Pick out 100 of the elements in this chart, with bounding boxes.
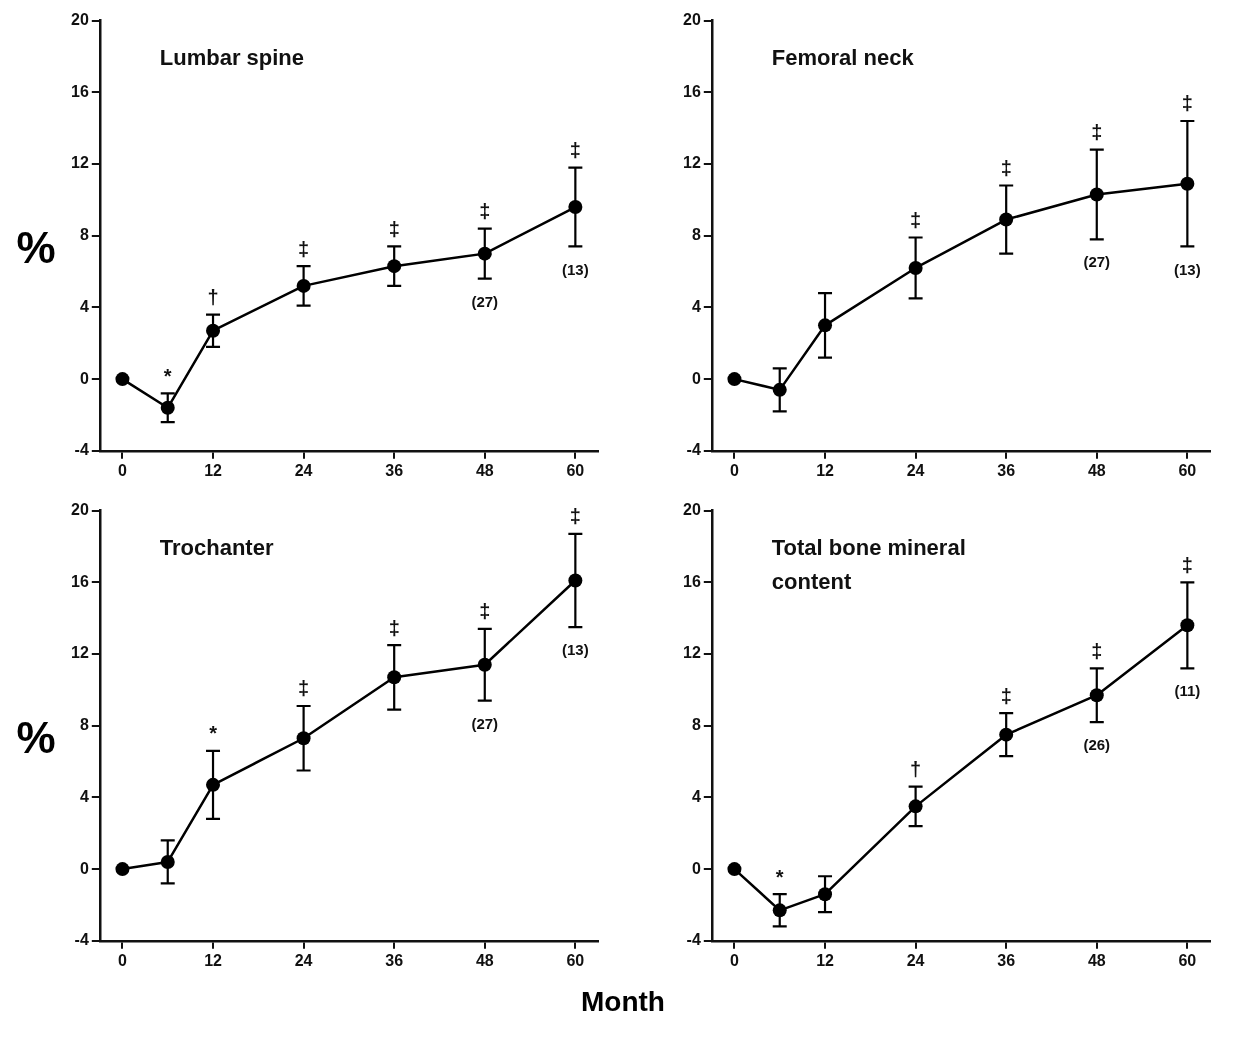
x-tick-label: 48: [475, 461, 494, 479]
x-tick-label: 12: [816, 461, 835, 479]
annotation: *: [163, 364, 172, 387]
x-tick-label: 48: [475, 951, 494, 969]
annotation: ‡: [388, 217, 400, 240]
y-tick-label: 4: [79, 297, 89, 315]
point: [206, 323, 221, 338]
point: [727, 372, 742, 387]
x-tick-label: 60: [1178, 951, 1197, 969]
y-tick-label: 4: [691, 787, 701, 805]
annotation: ‡: [910, 209, 922, 232]
annotation: (13): [562, 260, 589, 278]
y-tick-label: 12: [683, 154, 701, 172]
point: [1089, 187, 1104, 202]
x-tick-label: 48: [1087, 951, 1106, 969]
annotation: ‡: [1000, 684, 1012, 707]
x-tick-label: 36: [997, 951, 1016, 969]
point: [296, 731, 311, 746]
x-tick-label: 48: [1087, 461, 1106, 479]
annotation: (11): [1174, 682, 1201, 700]
annotation: ‡: [298, 237, 310, 260]
y-tick-label: 20: [71, 11, 89, 29]
annotation: †: [207, 286, 219, 309]
x-tick-label: 24: [294, 461, 313, 479]
x-axis-title: Month: [580, 986, 666, 1018]
annotation: (27): [471, 714, 499, 732]
point: [818, 887, 833, 902]
annotation: ‡: [569, 505, 581, 528]
text: Lumbar spine: [159, 44, 305, 70]
y-tick-label: 20: [683, 11, 701, 29]
annotation: †: [910, 758, 922, 781]
y-tick-label: 12: [683, 644, 701, 662]
point: [160, 400, 175, 415]
annotation: *: [775, 865, 784, 888]
annotation: (27): [471, 292, 499, 310]
x-tick-label: 36: [385, 461, 404, 479]
y-tick-label: 16: [683, 572, 701, 590]
annotation: ‡: [1181, 92, 1193, 115]
annotation: (13): [1174, 260, 1201, 278]
annotation: ‡: [569, 139, 581, 162]
point: [206, 777, 221, 792]
annotation: ‡: [1000, 157, 1012, 180]
y-tick-label: 8: [691, 716, 701, 734]
y-tick-label: -4: [686, 931, 701, 949]
y-tick-label: 8: [691, 226, 701, 244]
y-tick-label: 12: [71, 644, 89, 662]
y-axis-title: %: [15, 223, 57, 273]
x-tick-label: 60: [566, 461, 585, 479]
y-axis-title: %: [15, 713, 57, 763]
point: [999, 212, 1014, 227]
annotation: ‡: [479, 600, 491, 623]
point: [772, 903, 787, 918]
y-tick-label: 4: [79, 787, 89, 805]
annotation: ‡: [1181, 553, 1193, 576]
y-tick-label: -4: [74, 931, 89, 949]
x-tick-label: 60: [1178, 461, 1197, 479]
y-tick-label: 8: [79, 226, 89, 244]
y-tick-label: 0: [691, 859, 701, 877]
point: [727, 862, 742, 877]
point: [115, 862, 130, 877]
y-tick-label: 12: [71, 154, 89, 172]
annotation: ‡: [298, 677, 310, 700]
y-tick-label: 0: [79, 859, 89, 877]
annotation: (26): [1083, 736, 1111, 754]
y-tick-label: 16: [71, 572, 89, 590]
point: [1089, 688, 1104, 703]
y-tick-label: 20: [71, 501, 89, 519]
y-tick-label: -4: [74, 441, 89, 459]
point: [387, 670, 402, 685]
x-tick-label: 0: [117, 951, 127, 969]
annotation: (27): [1083, 253, 1111, 271]
y-tick-label: 20: [683, 501, 701, 519]
point: [908, 799, 923, 814]
x-tick-label: 36: [997, 461, 1016, 479]
annotation: ‡: [479, 200, 491, 223]
x-tick-label: 24: [294, 951, 313, 969]
point: [160, 854, 175, 869]
x-tick-label: 12: [204, 951, 223, 969]
y-tick-label: 4: [691, 297, 701, 315]
x-tick-label: 60: [566, 951, 585, 969]
x-tick-label: 36: [385, 951, 404, 969]
point: [477, 246, 492, 261]
annotation: ‡: [1091, 121, 1103, 144]
y-tick-label: 0: [79, 369, 89, 387]
annotation: ‡: [388, 616, 400, 639]
point: [1180, 618, 1195, 633]
y-tick-label: 8: [79, 716, 89, 734]
point: [772, 382, 787, 397]
point: [908, 260, 923, 275]
y-tick-label: 16: [683, 82, 701, 100]
x-tick-label: 0: [729, 951, 739, 969]
point: [999, 727, 1014, 742]
x-tick-label: 0: [117, 461, 127, 479]
y-tick-label: 16: [71, 82, 89, 100]
point: [1180, 176, 1195, 191]
x-tick-label: 24: [906, 951, 925, 969]
x-tick-label: 24: [906, 461, 925, 479]
point: [115, 372, 130, 387]
x-tick-label: 12: [816, 951, 835, 969]
point: [568, 573, 583, 588]
